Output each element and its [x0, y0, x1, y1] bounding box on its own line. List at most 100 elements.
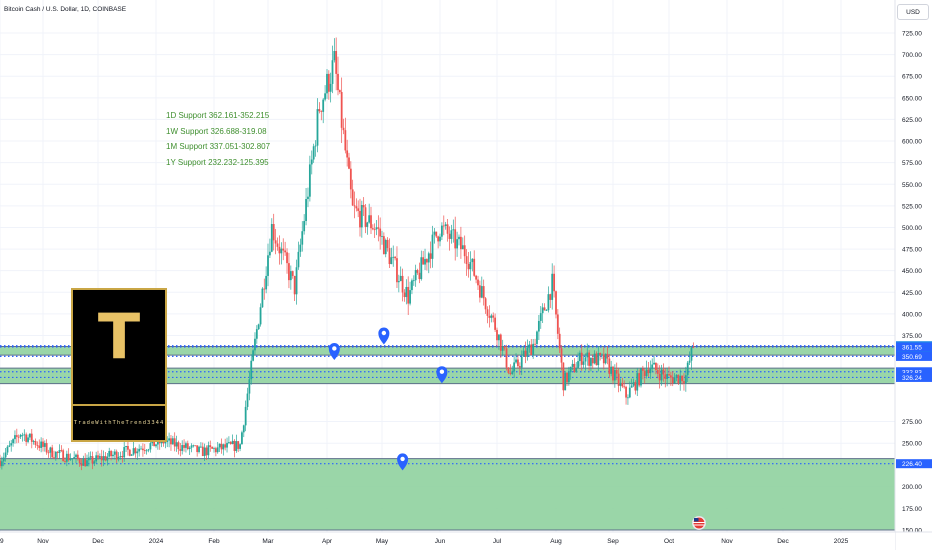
candle-body — [222, 444, 225, 450]
candle-body — [573, 363, 576, 373]
candle-body — [591, 358, 594, 364]
candle-body — [224, 444, 227, 448]
candle-body — [229, 442, 232, 444]
price-tick-label: 200.00 — [902, 484, 922, 491]
support-zone — [0, 458, 895, 530]
candle-body — [562, 362, 565, 391]
candle-body — [282, 248, 285, 251]
candle-body — [477, 279, 479, 286]
candle-body — [142, 448, 144, 451]
candle-body — [218, 443, 221, 448]
candle-body — [677, 374, 680, 384]
candle-body — [370, 215, 372, 229]
candle-body — [145, 450, 148, 452]
candle-body — [175, 442, 178, 447]
candle-body — [461, 245, 464, 250]
candle-body — [484, 298, 487, 310]
candle-body — [53, 457, 55, 459]
candle-body — [333, 50, 336, 61]
price-tick-label: 475.00 — [902, 247, 922, 254]
candle-body — [155, 444, 157, 447]
time-tick-label: 9 — [0, 538, 4, 545]
candle-body — [613, 370, 616, 381]
candle-body — [582, 361, 585, 365]
candle-body — [71, 458, 74, 460]
currency-selector[interactable]: USD — [897, 4, 929, 20]
candle-body — [673, 377, 676, 384]
candle-body — [307, 196, 309, 200]
candle-body — [368, 215, 371, 223]
candle-body — [379, 228, 382, 237]
candle-body — [293, 275, 296, 295]
candle-body — [566, 372, 568, 383]
candle-body — [492, 315, 495, 318]
candle-body — [653, 362, 655, 365]
candle-body — [192, 445, 195, 447]
candle-body — [463, 245, 466, 257]
candle-body — [235, 441, 238, 452]
candle-body — [664, 374, 667, 379]
price-tick-label: 500.00 — [902, 225, 922, 232]
candle-body — [95, 455, 98, 462]
candle-body — [625, 386, 627, 398]
candle-body — [532, 343, 535, 356]
candle-body — [244, 406, 247, 426]
candle-body — [147, 449, 150, 451]
candle-body — [418, 272, 421, 280]
candle-body — [584, 357, 587, 362]
candle-body — [567, 372, 570, 383]
candle-body — [47, 452, 50, 454]
candle-body — [0, 461, 3, 467]
candle-body — [632, 382, 635, 386]
candle-body — [173, 438, 176, 447]
candle-body — [662, 369, 665, 375]
candle-body — [255, 329, 258, 339]
candle-body — [340, 92, 343, 128]
candle-body — [326, 73, 328, 94]
support-level-1y: 1Y Support 232.232-125.395 — [166, 157, 269, 167]
support-level-1m: 1M Support 337.051-302.807 — [166, 142, 271, 151]
candle-body — [127, 446, 129, 450]
candle-body — [411, 280, 413, 291]
candle-body — [43, 443, 46, 447]
price-tick-label: 425.00 — [902, 290, 922, 297]
candle-body — [610, 366, 613, 374]
candle-body — [166, 440, 169, 443]
candle-body — [62, 450, 65, 462]
time-tick-label: Jun — [435, 538, 446, 545]
candle-body — [203, 447, 206, 457]
candle-body — [641, 368, 644, 371]
support-zone — [0, 368, 895, 384]
candle-body — [456, 239, 458, 249]
candle-body — [658, 373, 661, 381]
location-pin-icon[interactable] — [378, 327, 390, 345]
candle-body — [346, 150, 349, 158]
us-flag-icon[interactable] — [692, 516, 706, 530]
candle-body — [377, 227, 380, 229]
candle-body — [511, 371, 514, 375]
candle-body — [149, 443, 152, 450]
candle-body — [23, 434, 26, 436]
candle-body — [675, 374, 678, 378]
candle-body — [98, 456, 101, 458]
candle-body — [435, 231, 438, 237]
candle-body — [602, 354, 605, 364]
candle-body — [357, 208, 360, 211]
candle-body — [416, 270, 419, 273]
candle-body — [429, 253, 432, 259]
candle-body — [181, 445, 184, 451]
candle-body — [433, 231, 436, 235]
location-pin-icon[interactable] — [328, 342, 340, 360]
candle-body — [320, 111, 323, 112]
location-pin-icon[interactable] — [436, 366, 448, 384]
candle-body — [331, 60, 334, 84]
candle-body — [259, 307, 262, 325]
candle-body — [558, 333, 561, 349]
candle-body — [539, 313, 542, 321]
candle-body — [60, 450, 63, 451]
candle-body — [91, 456, 94, 464]
candle-body — [261, 288, 264, 308]
candle-body — [12, 439, 14, 444]
location-pin-icon[interactable] — [397, 453, 409, 471]
